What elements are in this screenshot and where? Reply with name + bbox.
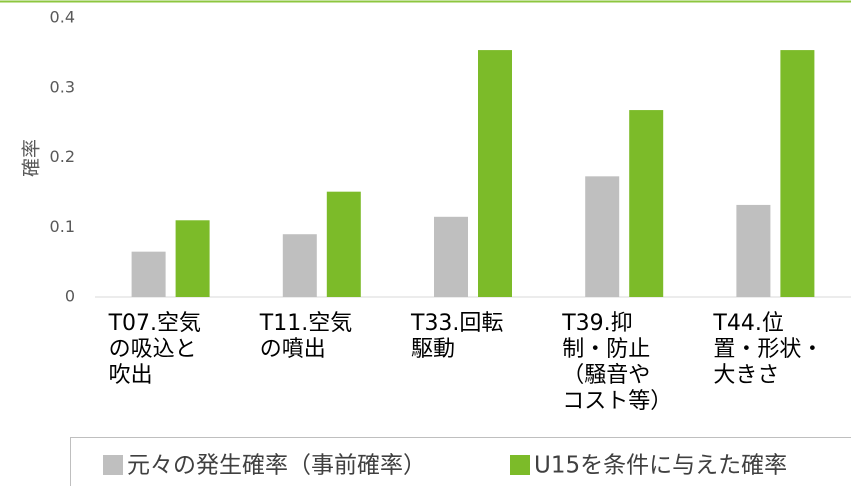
y-tick-label: 0.4 [50,8,75,27]
bar [282,234,317,297]
x-tick-label: 駆動 [411,337,455,362]
x-tick-label: 置・形状・ [713,337,823,362]
x-tick-label: T33.回転 [410,311,503,336]
y-tick-label: 0.1 [50,217,75,236]
x-tick-label: T11.空気 [259,311,352,336]
y-tick-label: 0 [65,287,75,306]
bar [585,176,620,297]
legend-label: 元々の発生確率（事前確率） [127,453,426,479]
x-tick-label: T39.抑 [561,311,632,336]
bar [780,50,815,298]
bar [478,50,512,298]
legend-swatch [510,455,530,475]
x-tick-label: の吸込と [109,337,197,362]
bar [326,191,361,297]
x-tick-label: 吹出 [109,363,153,388]
x-tick-label: （騒音や [562,363,650,388]
x-tick-label: 大きさ [713,363,779,388]
legend-box [70,437,851,486]
x-tick-label: コスト等） [562,389,672,414]
x-tick-label: 制・防止 [562,337,650,362]
bar [175,220,210,297]
y-axis-label: 確率 [21,139,43,177]
x-tick-label: T44.位 [712,311,783,336]
bar [736,204,771,297]
bar [131,251,166,297]
x-tick-label: の噴出 [260,337,326,362]
bar [629,110,664,297]
legend-swatch [103,455,123,475]
x-tick-label: T07.空気 [108,311,201,336]
y-tick-label: 0.2 [50,147,75,166]
legend-label: U15を条件に与えた確率 [534,453,787,479]
y-tick-label: 0.3 [50,77,75,96]
bar [434,216,468,297]
